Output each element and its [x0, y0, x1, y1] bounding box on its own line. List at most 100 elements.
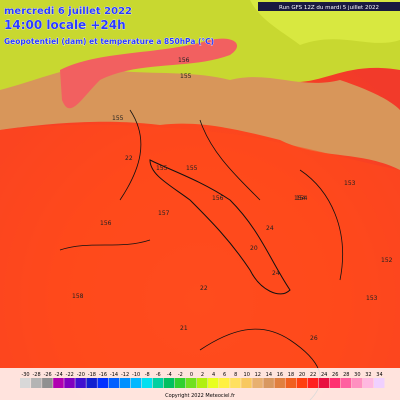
legend-value: -14	[110, 372, 118, 378]
legend-swatch	[340, 378, 352, 388]
legend-value: -22	[66, 372, 74, 378]
legend-swatch	[307, 378, 319, 388]
border	[59, 109, 343, 281]
legend-swatch	[318, 378, 330, 388]
contour-label: 153	[366, 295, 378, 302]
legend-swatch	[274, 378, 285, 388]
legend-value: 2	[201, 372, 204, 378]
legend-value: 32	[365, 372, 371, 378]
legend-value: 18	[288, 372, 294, 378]
contour-label: 153	[344, 180, 356, 187]
legend-value: 34	[376, 372, 382, 378]
legend-value: -16	[99, 372, 107, 378]
hot-zone	[0, 124, 400, 400]
legend-swatch	[163, 378, 175, 388]
contour-label: 24	[266, 225, 274, 232]
contour-label: 21	[180, 325, 188, 332]
run-info: Run GFS 12Z du mardi 5 juillet 2022	[279, 5, 379, 11]
legend-swatch	[185, 378, 197, 388]
contour-label: 156	[178, 57, 190, 64]
contour-label: 155	[156, 165, 168, 172]
legend-swatch	[362, 378, 374, 388]
legend-swatch	[97, 378, 108, 388]
legend-value: -24	[55, 372, 63, 378]
legend-swatch	[329, 378, 341, 388]
legend-value: -2	[178, 372, 183, 378]
coastline	[149, 159, 291, 295]
contour-label: 157	[158, 210, 170, 217]
legend-value: -28	[33, 372, 41, 378]
legend-swatch	[285, 378, 297, 388]
contour-label: 24	[272, 270, 280, 277]
legend-swatch	[252, 378, 263, 388]
legend-swatch	[86, 378, 97, 388]
mild-zone	[0, 67, 400, 170]
contour-label: 22	[125, 155, 133, 162]
contour-label: 156	[100, 220, 112, 227]
legend-swatch	[263, 378, 274, 388]
legend-swatch	[230, 378, 241, 388]
date: mercredi 6 juillet 2022	[4, 6, 132, 17]
legend-value: 26	[332, 372, 338, 378]
legend-swatch	[219, 378, 230, 388]
contour-label: 156	[212, 195, 224, 202]
contour-label: 158	[72, 293, 84, 300]
time: 14:00 locale +24h	[4, 18, 126, 32]
legend-value: 28	[343, 372, 349, 378]
legend-value: 14	[266, 372, 272, 378]
legend-value: -12	[121, 372, 129, 378]
legend-swatch	[20, 378, 31, 388]
legend-swatch	[64, 378, 75, 388]
contour-label: 155	[180, 73, 192, 80]
legend-swatch	[373, 378, 385, 388]
legend-swatch	[53, 378, 64, 388]
legend-value: 22	[310, 372, 316, 378]
legend-swatch	[75, 378, 86, 388]
contour-label: 155	[186, 165, 198, 172]
legend-value: -30	[21, 372, 29, 378]
legend-swatch	[351, 378, 363, 388]
legend-value: 24	[321, 372, 327, 378]
contour-label: 22	[200, 285, 208, 292]
contour-label: 155	[112, 115, 124, 122]
legend-value: -6	[156, 372, 161, 378]
contour-label: 20	[250, 245, 258, 252]
legend-swatch	[296, 378, 308, 388]
legend-value: 4	[212, 372, 215, 378]
legend-swatch	[108, 378, 120, 388]
copyright: Copyright 2022 Meteociel.fr	[165, 393, 236, 399]
warm-zone	[60, 38, 238, 109]
legend-swatch	[241, 378, 252, 388]
legend-value: 6	[223, 372, 226, 378]
legend-swatch	[130, 378, 142, 388]
legend-value: 8	[234, 372, 237, 378]
legend-swatch	[152, 378, 164, 388]
legend-swatch	[174, 378, 186, 388]
legend-value: 20	[299, 372, 305, 378]
legend-swatch	[208, 378, 219, 388]
contour-label: 26	[310, 335, 318, 342]
legend-value: -26	[44, 372, 52, 378]
run-banner	[258, 2, 400, 11]
legend-value: 12	[255, 372, 261, 378]
legend-value: -4	[167, 372, 172, 378]
legend-value: -8	[145, 372, 150, 378]
legend-swatch	[119, 378, 131, 388]
legend-value: 30	[354, 372, 360, 378]
legend-value: 0	[190, 372, 193, 378]
contour-label: 154	[296, 195, 308, 202]
legend-value: -18	[88, 372, 96, 378]
legend-swatch	[42, 378, 53, 388]
contour-label: 152	[381, 257, 393, 264]
legend-swatch	[141, 378, 153, 388]
legend-value: 16	[277, 372, 283, 378]
contour-label: 154	[294, 195, 306, 202]
legend-value: -10	[132, 372, 140, 378]
legend-value: 10	[244, 372, 250, 378]
cool-zone	[250, 0, 400, 45]
legend-swatch	[31, 378, 42, 388]
legend-value: -20	[77, 372, 85, 378]
field-description: Geopotentiel (dam) et temperature a 850h…	[4, 37, 214, 46]
legend-swatch	[196, 378, 208, 388]
